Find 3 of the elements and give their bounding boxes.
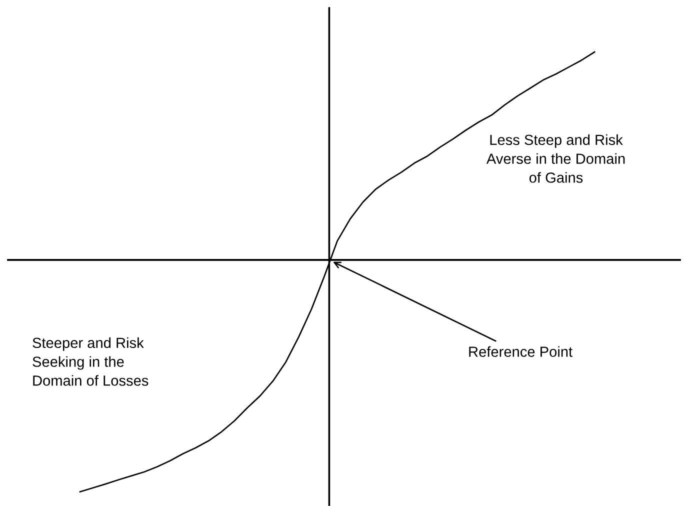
annotation: Reference Point bbox=[469, 346, 572, 357]
annotation: Less Steep and Risk Averse in the Domain of Gains bbox=[486, 134, 625, 183]
annotation: Steeper and Risk Seeking in the Domain of Losses bbox=[32, 337, 148, 386]
